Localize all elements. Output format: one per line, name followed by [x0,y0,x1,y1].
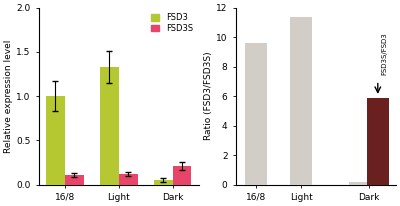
Bar [366,98,389,185]
Legend: FSD3, FSD3S: FSD3, FSD3S [149,12,194,34]
Bar [348,182,371,185]
Y-axis label: Relative expression level: Relative expression level [4,39,13,153]
Bar [290,16,312,185]
Text: FSD3S/FSD3: FSD3S/FSD3 [382,32,388,75]
Bar [65,175,84,185]
Bar [154,180,172,185]
Y-axis label: Ratio (FSD3/FSD3S): Ratio (FSD3/FSD3S) [204,52,213,140]
Bar [172,166,191,185]
Bar [245,43,267,185]
Bar [46,96,65,185]
Bar [100,67,119,185]
Bar [119,174,138,185]
